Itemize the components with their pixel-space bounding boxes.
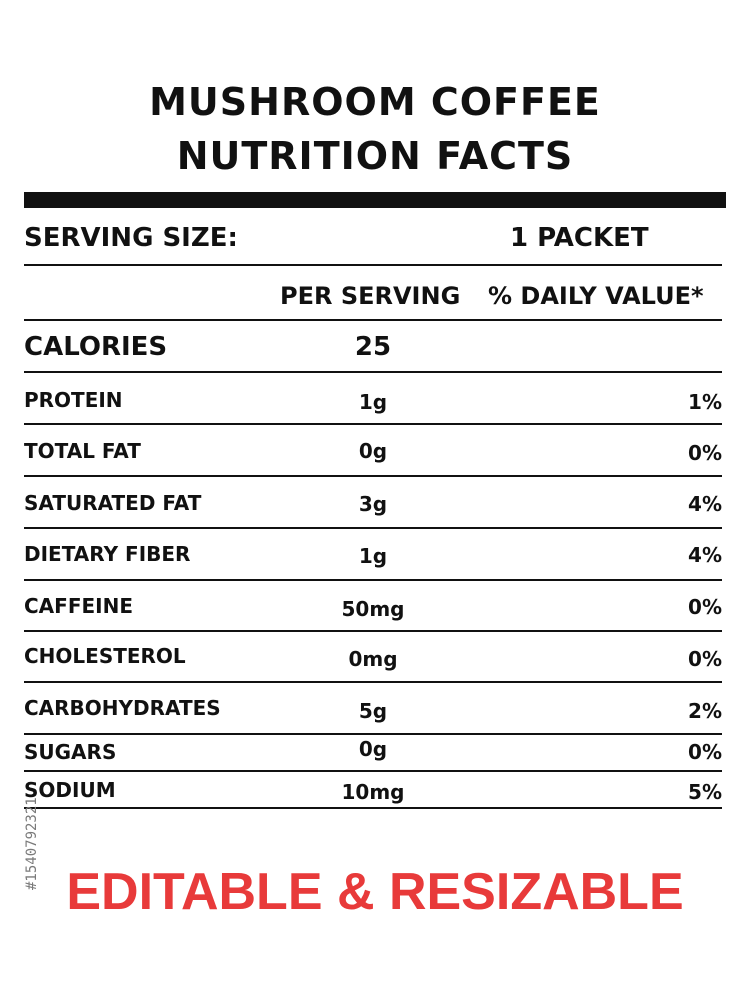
- per-serving-header: PER SERVING: [280, 282, 461, 310]
- nutrient-label: CAFFEINE: [24, 594, 133, 618]
- label-title-line1: MUSHROOM COFFEE: [149, 80, 601, 124]
- divider: [24, 579, 722, 581]
- divider: [24, 630, 722, 632]
- nutrient-label: PROTEIN: [24, 388, 123, 412]
- divider: [24, 807, 722, 809]
- divider: [24, 371, 722, 373]
- editable-resizable-banner: EDITABLE & RESIZABLE: [66, 863, 684, 921]
- nutrient-label: SATURATED FAT: [24, 491, 202, 515]
- label-title-line2: NUTRITION FACTS: [176, 134, 574, 178]
- nutrient-daily-value: 4%: [688, 543, 722, 567]
- nutrient-daily-value: 2%: [688, 699, 722, 723]
- divider: [24, 475, 722, 477]
- nutrient-amount: 3g: [358, 492, 388, 516]
- nutrient-amount: 5g: [358, 699, 388, 723]
- nutrient-label: CARBOHYDRATES: [24, 696, 221, 720]
- divider: [24, 733, 722, 735]
- nutrient-amount: 10mg: [341, 780, 405, 804]
- nutrient-daily-value: 4%: [688, 492, 722, 516]
- serving-size-label: SERVING SIZE:: [24, 223, 238, 253]
- nutrient-label: SUGARS: [24, 740, 117, 764]
- calories-value: 25: [354, 332, 392, 362]
- nutrient-daily-value: 0%: [688, 595, 722, 619]
- nutrient-amount: 50mg: [341, 597, 405, 621]
- thick-divider: [24, 192, 726, 208]
- stock-id-text: #1540792321: [24, 797, 40, 890]
- nutrient-label: DIETARY FIBER: [24, 542, 191, 566]
- divider: [24, 264, 722, 266]
- divider: [24, 319, 722, 321]
- nutrient-amount: 0g: [358, 737, 388, 761]
- daily-value-header: % DAILY VALUE*: [488, 282, 704, 310]
- nutrient-label: TOTAL FAT: [24, 439, 141, 463]
- nutrient-amount: 0mg: [348, 647, 398, 671]
- nutrient-label: CHOLESTEROL: [24, 644, 186, 668]
- divider: [24, 423, 722, 425]
- nutrient-amount: 0g: [358, 439, 388, 463]
- nutrient-amount: 1g: [358, 390, 388, 414]
- calories-label: CALORIES: [24, 332, 168, 362]
- divider: [24, 527, 722, 529]
- nutrient-label: SODIUM: [24, 778, 116, 802]
- divider: [24, 770, 722, 772]
- nutrient-daily-value: 0%: [688, 647, 722, 671]
- divider: [24, 681, 722, 683]
- nutrient-daily-value: 0%: [688, 740, 722, 764]
- nutrient-daily-value: 1%: [688, 390, 722, 414]
- nutrient-daily-value: 0%: [688, 441, 722, 465]
- serving-size-value: 1 PACKET: [510, 223, 649, 253]
- nutrient-daily-value: 5%: [688, 780, 722, 804]
- nutrient-amount: 1g: [358, 544, 388, 568]
